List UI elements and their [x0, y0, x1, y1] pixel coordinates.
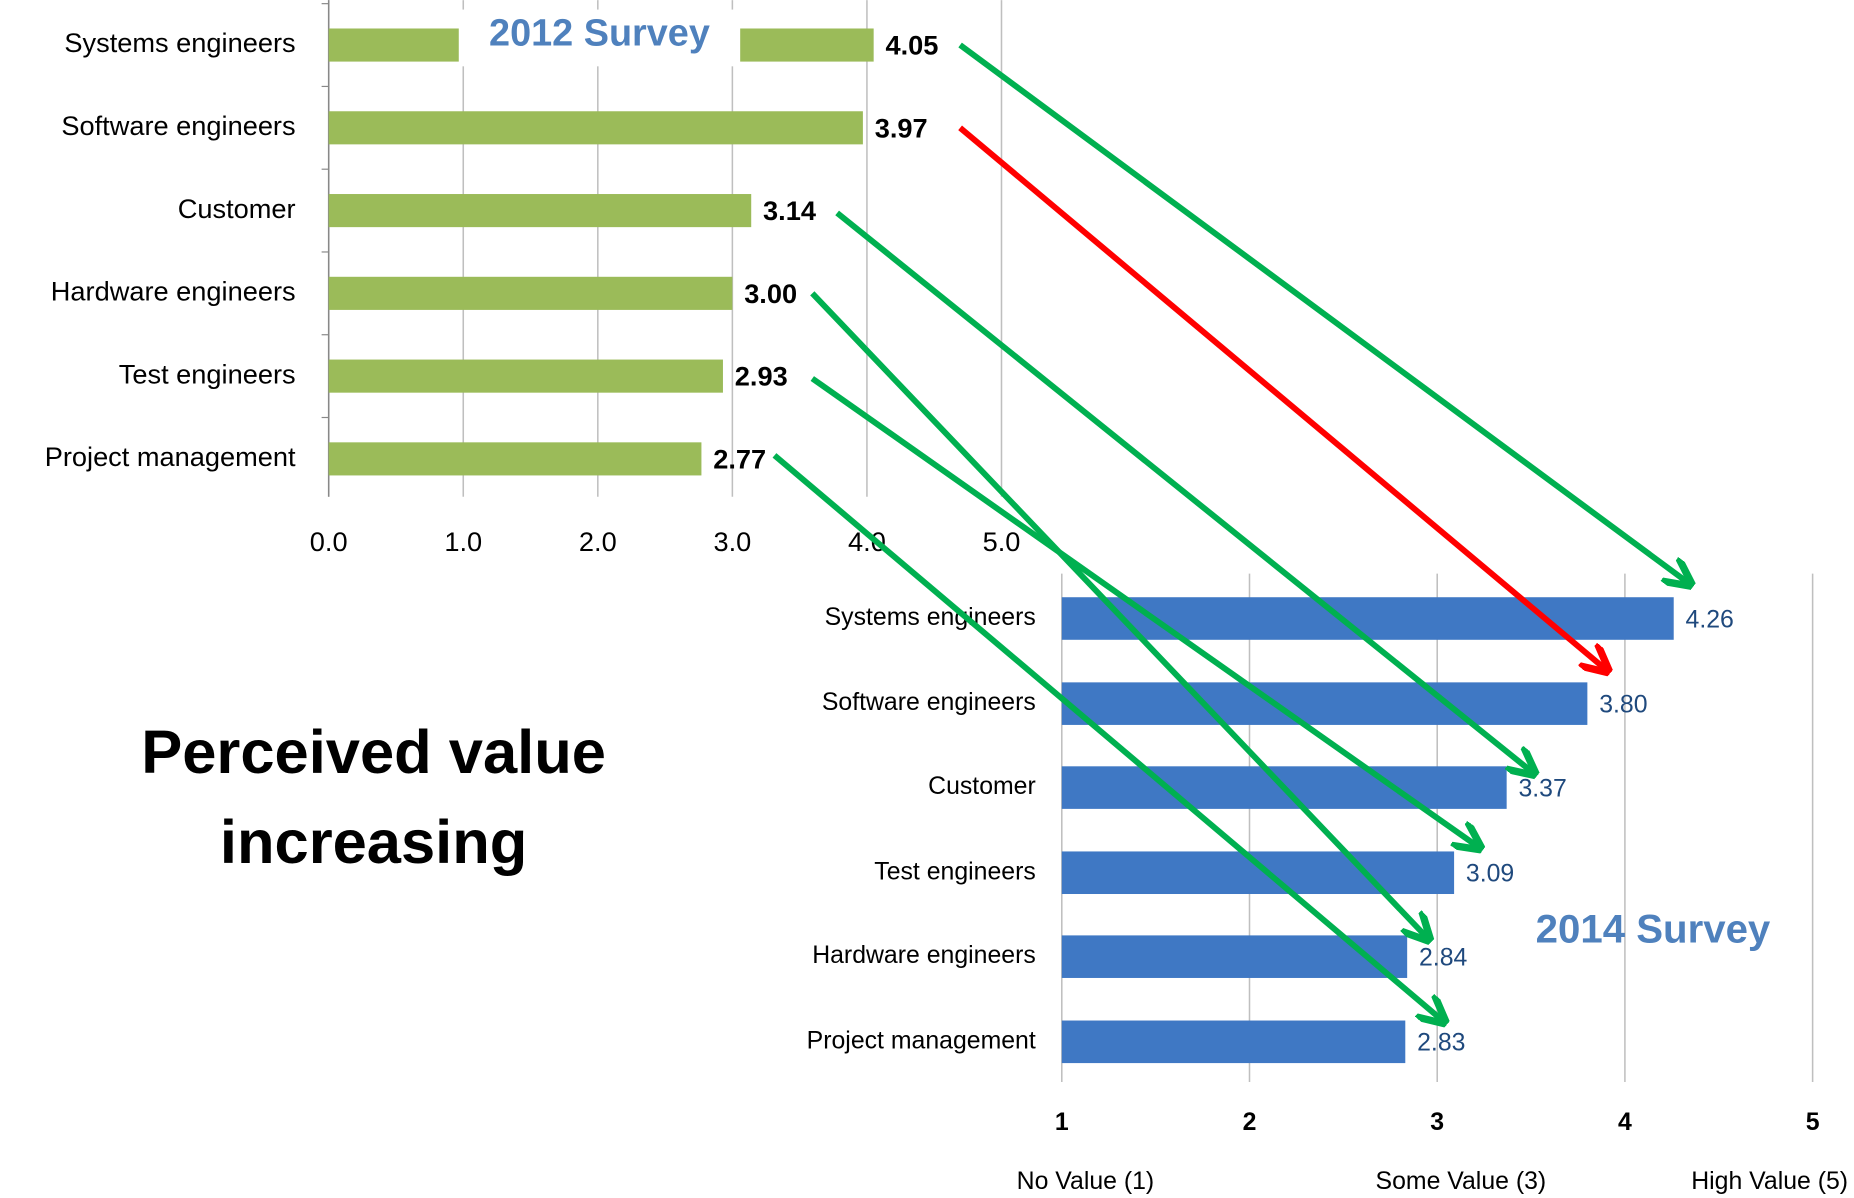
x-tick-label: 3.0: [713, 526, 751, 557]
x-tick-label: 5: [1806, 1109, 1820, 1136]
category-label: Hardware engineers: [812, 942, 1036, 969]
bar: [1061, 1020, 1406, 1064]
bar: [1061, 682, 1588, 725]
value-label: 2.84: [1419, 945, 1468, 972]
x-tick-label: 2.0: [579, 526, 617, 557]
category-label: Systems engineers: [64, 27, 295, 58]
x-tick-label: 2: [1243, 1109, 1257, 1136]
value-label: 3.00: [744, 278, 797, 309]
value-label: 4.26: [1686, 606, 1734, 633]
x-tick-label: 4: [1618, 1109, 1632, 1136]
bar: [1061, 851, 1455, 895]
x-tick-label: 3: [1430, 1109, 1444, 1136]
value-label: 3.80: [1599, 692, 1647, 719]
category-label: Software engineers: [61, 110, 295, 141]
chart-title: 2012 Survey: [489, 13, 710, 55]
title-background: [458, 9, 741, 67]
category-label: Project management: [807, 1027, 1036, 1054]
chart-title: 2014 Survey: [1536, 906, 1771, 951]
x-tick-label: 1: [1055, 1109, 1069, 1136]
category-label: Test engineers: [874, 858, 1035, 885]
bar: [328, 442, 702, 476]
category-label: Customer: [928, 773, 1036, 800]
category-label: Test engineers: [119, 358, 296, 389]
arrow: [772, 453, 1442, 1020]
value-label: 3.97: [875, 112, 928, 143]
axis-label: No Value (1): [1017, 1168, 1155, 1195]
arrow: [958, 125, 1606, 670]
value-label: 3.09: [1466, 861, 1514, 888]
arrow: [958, 42, 1688, 583]
value-label: 2.93: [735, 361, 788, 392]
bar: [328, 276, 733, 310]
value-label: 2.83: [1417, 1030, 1465, 1057]
x-tick-label: 0.0: [310, 526, 348, 557]
annotation: increasing: [220, 808, 527, 877]
bar: [328, 359, 723, 393]
bar: [328, 194, 752, 228]
axis-label: High Value (5): [1691, 1168, 1848, 1195]
x-tick-label: 1.0: [444, 526, 482, 557]
bar: [328, 111, 863, 145]
category-label: Systems engineers: [825, 604, 1036, 631]
category-label: Software engineers: [822, 689, 1036, 716]
arrow: [835, 210, 1532, 772]
x-tick-label: 5.0: [983, 526, 1021, 557]
bar: [1061, 597, 1674, 640]
category-label: Project management: [45, 441, 296, 472]
annotation: Perceived value: [141, 718, 606, 787]
bar: [1061, 935, 1408, 978]
value-label: 2.77: [713, 443, 766, 474]
category-label: Customer: [178, 193, 296, 224]
category-label: Hardware engineers: [51, 276, 296, 307]
value-label: 4.05: [885, 30, 938, 61]
arrow: [810, 291, 1427, 937]
value-label: 3.37: [1518, 776, 1566, 803]
arrow: [810, 376, 1478, 846]
axis-label: Some Value (3): [1376, 1168, 1547, 1195]
value-label: 3.14: [763, 195, 816, 226]
arrows: [772, 42, 1688, 1020]
